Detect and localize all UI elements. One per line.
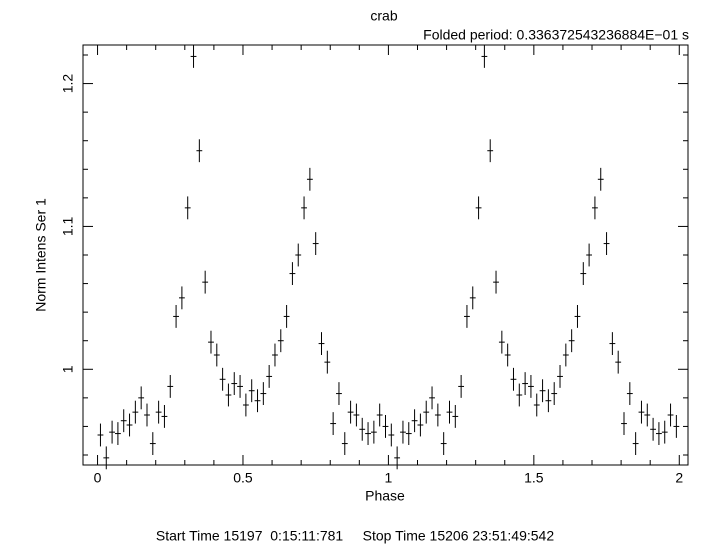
x-tick-label: 2 <box>675 470 683 486</box>
chart-subtitle: Folded period: 0.336372543236884E−01 s <box>423 27 689 43</box>
chart-title: crab <box>370 8 397 24</box>
y-tick-label: 1.2 <box>60 74 76 94</box>
x-tick-label: 0.5 <box>233 470 253 486</box>
x-tick-label: 1 <box>385 470 393 486</box>
x-tick-label: 1.5 <box>524 470 544 486</box>
footer-text: Start Time 15197 0:15:11:781 Stop Time 1… <box>156 528 554 544</box>
y-axis-label: Norm Intens Ser 1 <box>33 198 49 312</box>
y-tick-label: 1.1 <box>60 216 76 236</box>
plot-frame <box>82 44 689 466</box>
x-tick-label: 0 <box>94 470 102 486</box>
x-axis-label: Phase <box>365 488 405 504</box>
y-tick-label: 1 <box>60 365 76 373</box>
